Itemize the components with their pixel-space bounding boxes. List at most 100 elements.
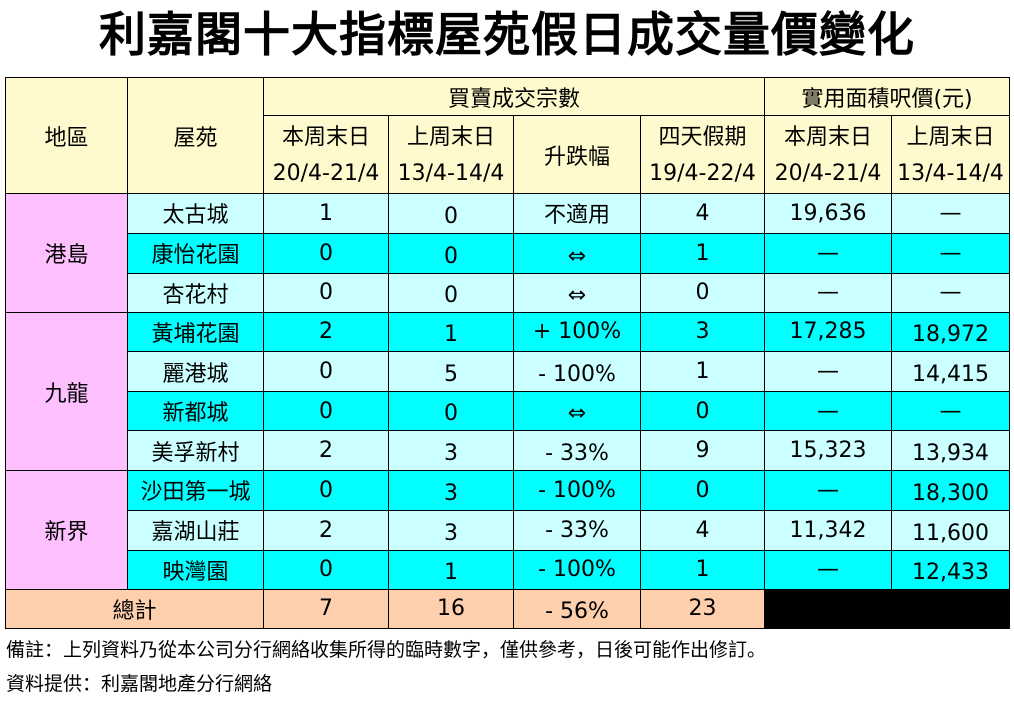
last-weekend-cell: 0: [388, 232, 514, 274]
change-cell: ⇔: [513, 391, 641, 432]
table-row: 美孚新村 2 3 - 33% 9 15,323 13,934: [6, 430, 1011, 472]
header-price-date-this: 20/4-21/4: [764, 153, 893, 195]
price-last-cell: 18,972: [891, 311, 1011, 352]
table-row: 嘉湖山莊 2 3 - 33% 4 11,342 11,600: [6, 509, 1011, 551]
estate-cell: 杏花村: [127, 272, 264, 313]
this-weekend-cell: 1: [263, 193, 389, 234]
holiday-cell: 9: [639, 430, 766, 472]
change-cell: - 100%: [513, 549, 641, 590]
header-transactions-group: 買賣成交宗數: [262, 76, 766, 117]
last-weekend-cell: 0: [388, 391, 514, 432]
price-this-cell: 11,342: [764, 509, 893, 551]
this-weekend-cell: 0: [263, 232, 389, 274]
estate-cell: 新都城: [127, 391, 264, 432]
price-this-cell: 15,323: [764, 430, 893, 472]
last-weekend-cell: 0: [388, 272, 514, 313]
header-price-date-last: 13/4-14/4: [891, 153, 1011, 195]
this-weekend-cell: 2: [263, 430, 389, 472]
estate-cell: 康怡花園: [127, 232, 264, 274]
total-label: 總計: [5, 588, 264, 630]
header-price-last-weekend: 上周末日: [891, 115, 1011, 154]
last-weekend-cell: 5: [388, 350, 514, 393]
total-this-weekend: 7: [263, 588, 389, 630]
region-cell: 新界: [5, 470, 128, 590]
price-last-cell: 18,300: [891, 470, 1011, 511]
header-date-last: 13/4-14/4: [388, 153, 514, 195]
holiday-cell: 3: [639, 311, 766, 352]
header-date-this: 20/4-21/4: [263, 153, 389, 195]
estate-cell: 太古城: [127, 193, 264, 234]
holiday-cell: 1: [639, 232, 766, 274]
header-last-weekend: 上周末日: [388, 115, 514, 154]
header-region: 地區: [5, 76, 128, 195]
price-this-cell: —: [764, 350, 893, 393]
holiday-cell: 0: [639, 470, 766, 511]
this-weekend-cell: 0: [263, 350, 389, 393]
price-last-cell: 11,600: [891, 509, 1011, 551]
table-row: 港島 太古城 1 0 不適用 4 19,636 —: [5, 193, 1011, 313]
price-this-cell: —: [764, 391, 893, 432]
table-row: 新界 沙田第一城 0 3 - 100% 0 — 18,300: [5, 470, 1011, 590]
estate-cell: 沙田第一城: [127, 470, 264, 511]
this-weekend-cell: 0: [263, 549, 389, 590]
change-cell: - 33%: [513, 509, 641, 551]
header-price-group: 實用面積呎價(元): [764, 76, 1011, 117]
table-row: 康怡花園 0 0 ⇔ 1 — —: [6, 232, 1011, 274]
price-this-cell: —: [764, 549, 893, 590]
estate-cell: 麗港城: [127, 350, 264, 393]
region-cell: 九龍: [5, 311, 128, 472]
header-date-holiday: 19/4-22/4: [639, 153, 766, 195]
change-cell: ⇔: [513, 272, 641, 313]
change-cell: + 100%: [513, 311, 641, 352]
price-last-cell: —: [891, 272, 1011, 313]
price-this-cell: 19,636: [764, 193, 893, 234]
price-last-cell: 13,934: [891, 430, 1011, 472]
change-cell: - 100%: [513, 470, 641, 511]
total-last-weekend: 16: [388, 588, 514, 630]
total-change: - 56%: [513, 588, 641, 630]
price-last-cell: 14,415: [891, 350, 1011, 393]
estate-cell: 美孚新村: [127, 430, 264, 472]
change-cell: - 100%: [513, 350, 641, 393]
price-this-cell: 17,285: [764, 311, 893, 352]
last-weekend-cell: 0: [388, 193, 514, 234]
price-this-cell: —: [764, 272, 893, 313]
table-row: 映灣園 0 1 - 100% 1 — 12,433: [6, 549, 1011, 590]
price-last-cell: 12,433: [891, 549, 1011, 590]
total-holiday: 23: [639, 588, 766, 630]
last-weekend-cell: 3: [388, 430, 514, 472]
header-estate: 屋苑: [127, 76, 264, 195]
price-last-cell: —: [891, 193, 1011, 234]
price-this-cell: —: [764, 232, 893, 274]
this-weekend-cell: 2: [263, 311, 389, 352]
table-row: 杏花村 0 0 ⇔ 0 — —: [6, 272, 1011, 313]
estate-cell: 嘉湖山莊: [127, 509, 264, 551]
change-cell: 不適用: [513, 193, 641, 234]
change-cell: ⇔: [513, 232, 641, 274]
this-weekend-cell: 0: [263, 470, 389, 511]
last-weekend-cell: 3: [388, 509, 514, 551]
footnotes: 備註：上列資料乃從本公司分行網絡收集所得的臨時數字，僅供參考，日後可能作出修訂。…: [6, 633, 766, 701]
header-price-this-weekend: 本周末日: [764, 115, 893, 154]
price-last-cell: —: [891, 391, 1011, 432]
total-price-blank: [764, 588, 1011, 630]
holiday-cell: 0: [639, 391, 766, 432]
estate-cell: 映灣園: [127, 549, 264, 590]
last-weekend-cell: 1: [388, 549, 514, 590]
this-weekend-cell: 2: [263, 509, 389, 551]
total-row: 總計 7 16 - 56% 23: [5, 588, 1011, 630]
header-this-weekend: 本周末日: [263, 115, 389, 154]
estate-cell: 黃埔花園: [127, 311, 264, 352]
last-weekend-cell: 1: [388, 311, 514, 352]
table-row: 新都城 0 0 ⇔ 0 — —: [6, 391, 1011, 432]
holiday-cell: 1: [639, 350, 766, 393]
holiday-cell: 4: [639, 193, 766, 234]
holiday-cell: 0: [639, 272, 766, 313]
price-this-cell: —: [764, 470, 893, 511]
transactions-table: 地區 屋苑 買賣成交宗數 實用面積呎價(元) 本周末日 上周末日 升跌幅 四天假…: [5, 76, 1011, 630]
this-weekend-cell: 0: [263, 272, 389, 313]
remark-note: 備註：上列資料乃從本公司分行網絡收集所得的臨時數字，僅供參考，日後可能作出修訂。: [6, 639, 767, 661]
page-title: 利嘉閣十大指標屋苑假日成交量價變化: [99, 8, 915, 63]
this-weekend-cell: 0: [263, 391, 389, 432]
holiday-cell: 4: [639, 509, 766, 551]
